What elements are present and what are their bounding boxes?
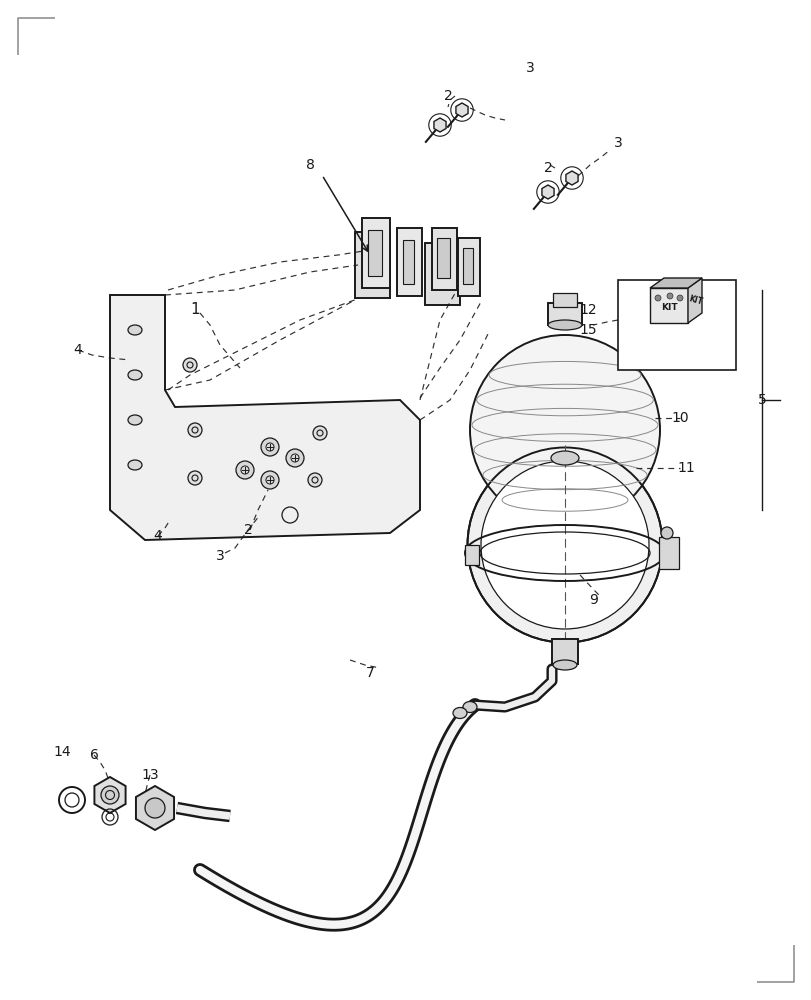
Polygon shape bbox=[424, 243, 460, 305]
Text: 1: 1 bbox=[190, 302, 200, 318]
Polygon shape bbox=[649, 278, 702, 288]
Circle shape bbox=[307, 473, 322, 487]
Ellipse shape bbox=[128, 325, 142, 335]
Circle shape bbox=[676, 295, 682, 301]
Circle shape bbox=[260, 438, 279, 456]
Polygon shape bbox=[354, 232, 389, 298]
Polygon shape bbox=[94, 777, 126, 813]
Bar bbox=[552, 293, 577, 307]
Bar bbox=[457, 238, 479, 296]
Bar bbox=[649, 288, 687, 323]
Text: KIT: KIT bbox=[660, 304, 676, 312]
Circle shape bbox=[101, 786, 119, 804]
Bar bbox=[547, 303, 581, 325]
Bar bbox=[402, 240, 414, 284]
Circle shape bbox=[145, 798, 165, 818]
Bar bbox=[462, 248, 473, 284]
Polygon shape bbox=[687, 278, 702, 323]
Ellipse shape bbox=[467, 448, 662, 643]
Ellipse shape bbox=[128, 415, 142, 425]
Ellipse shape bbox=[462, 702, 476, 712]
Ellipse shape bbox=[480, 461, 648, 629]
Text: 5: 5 bbox=[757, 393, 766, 407]
Circle shape bbox=[188, 423, 202, 437]
Ellipse shape bbox=[128, 370, 142, 380]
Ellipse shape bbox=[552, 660, 577, 670]
Circle shape bbox=[188, 471, 202, 485]
Text: 12: 12 bbox=[578, 303, 596, 317]
Text: 13: 13 bbox=[141, 768, 159, 782]
Text: 11: 11 bbox=[676, 461, 694, 475]
Text: 2: 2 bbox=[543, 161, 551, 175]
Text: 8: 8 bbox=[305, 158, 314, 172]
Bar bbox=[367, 230, 381, 276]
Circle shape bbox=[285, 449, 303, 467]
Bar bbox=[659, 537, 678, 569]
Text: 6: 6 bbox=[89, 748, 98, 762]
Text: KIT: KIT bbox=[687, 294, 703, 306]
Text: 10: 10 bbox=[671, 411, 688, 425]
Polygon shape bbox=[565, 171, 577, 185]
Polygon shape bbox=[433, 118, 445, 132]
Circle shape bbox=[470, 335, 659, 525]
Text: 9: 9 bbox=[589, 593, 598, 607]
Text: 2: 2 bbox=[443, 89, 452, 103]
Polygon shape bbox=[541, 185, 553, 199]
Circle shape bbox=[666, 293, 672, 299]
Text: 15: 15 bbox=[578, 323, 596, 337]
Polygon shape bbox=[455, 103, 467, 117]
Text: 4: 4 bbox=[74, 343, 82, 357]
Bar bbox=[431, 228, 457, 290]
Bar bbox=[362, 218, 389, 288]
Text: 14: 14 bbox=[54, 745, 71, 759]
Bar bbox=[397, 228, 422, 296]
Text: 3: 3 bbox=[613, 136, 621, 150]
Circle shape bbox=[236, 461, 254, 479]
Circle shape bbox=[312, 426, 327, 440]
Bar bbox=[551, 639, 577, 664]
Ellipse shape bbox=[551, 451, 578, 465]
Ellipse shape bbox=[128, 460, 142, 470]
Circle shape bbox=[182, 358, 197, 372]
Text: 2: 2 bbox=[243, 523, 252, 537]
Ellipse shape bbox=[547, 320, 581, 330]
Polygon shape bbox=[109, 295, 419, 540]
Circle shape bbox=[654, 295, 660, 301]
Ellipse shape bbox=[453, 708, 466, 718]
Circle shape bbox=[660, 527, 672, 539]
Bar bbox=[617, 280, 735, 370]
Bar bbox=[436, 238, 449, 278]
Text: 3: 3 bbox=[525, 61, 534, 75]
Text: 4: 4 bbox=[153, 529, 162, 543]
Bar bbox=[465, 545, 478, 565]
Polygon shape bbox=[135, 786, 174, 830]
Text: 7: 7 bbox=[365, 666, 374, 680]
Text: 3: 3 bbox=[216, 549, 224, 563]
Circle shape bbox=[260, 471, 279, 489]
